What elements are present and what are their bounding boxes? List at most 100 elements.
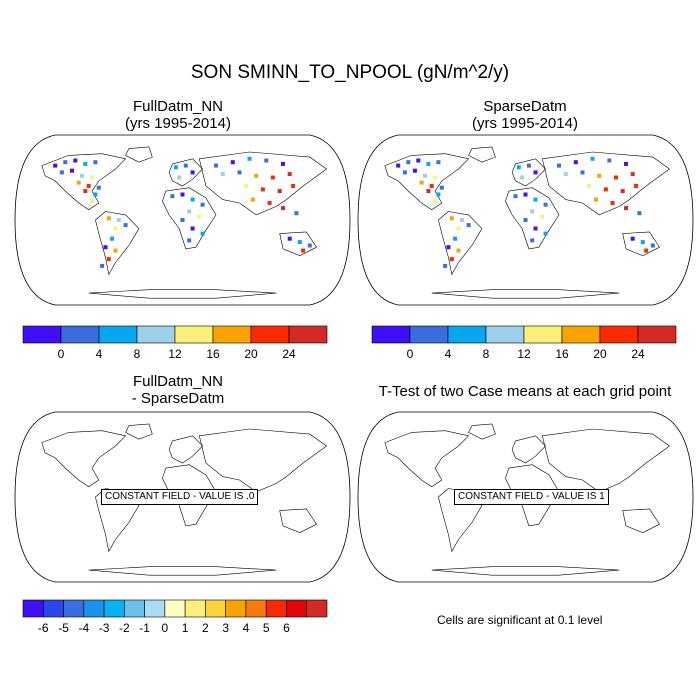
colorbar-swatch xyxy=(265,599,287,618)
colorbar-tick-label: 12 xyxy=(517,347,531,361)
colorbar-swatch xyxy=(144,599,166,618)
colorbar-swatch xyxy=(371,325,411,344)
grid-cell xyxy=(416,158,421,163)
coastline xyxy=(505,464,560,527)
grid-cell xyxy=(426,161,431,166)
grid-cell xyxy=(557,163,561,168)
colorbar-tick-label: -4 xyxy=(78,621,90,635)
grid-cell xyxy=(630,172,635,177)
grid-cell xyxy=(624,206,628,211)
grid-cell xyxy=(526,163,531,168)
panel-2-title-line2: (yrs 1995-2014) xyxy=(472,115,578,132)
coastline xyxy=(162,464,217,527)
colorbar-tick-label: 2 xyxy=(202,621,209,635)
coastline xyxy=(41,430,127,488)
grid-cell xyxy=(396,163,401,168)
colorbar-tick-label: -3 xyxy=(98,621,110,635)
grid-cell xyxy=(281,161,285,166)
constant-field-label-ttest: CONSTANT FIELD - VALUE IS 1 xyxy=(454,489,609,505)
grid-cell xyxy=(70,168,74,173)
grid-cell xyxy=(593,197,598,202)
grid-cell xyxy=(187,238,192,243)
grid-cell xyxy=(449,257,454,262)
grid-cell xyxy=(230,160,235,165)
grid-cell xyxy=(297,240,302,245)
grid-cell xyxy=(113,226,118,231)
panel-2-title-line1: SparseDatm xyxy=(483,98,567,115)
grid-cell xyxy=(533,170,538,175)
coastline xyxy=(88,289,277,299)
panel-3-title-line1: FullDatm_NN xyxy=(132,373,223,390)
coastline xyxy=(88,566,277,576)
grid-cell xyxy=(250,197,255,202)
colorbar-fulldatm xyxy=(22,325,328,344)
grid-cell xyxy=(533,226,538,231)
colorbar-tick-label: -5 xyxy=(58,621,69,635)
grid-cell xyxy=(587,184,592,188)
colorbar-tick-label: 6 xyxy=(283,621,290,635)
grid-cell xyxy=(76,180,81,185)
panel-4-title: T-Test of two Case means at each grid po… xyxy=(355,383,695,400)
colorbar-swatch xyxy=(245,599,267,618)
colorbar-tick-label: 5 xyxy=(262,621,270,635)
colorbar-tick-label: 0 xyxy=(406,347,414,361)
coastline xyxy=(125,146,153,163)
colorbar-sparsedatm xyxy=(371,325,677,344)
grid-cell xyxy=(73,158,78,163)
grid-cell xyxy=(173,165,178,170)
coastline xyxy=(168,435,204,464)
colorbar-tick-label: 20 xyxy=(593,347,607,361)
colorbar-tick-label: 0 xyxy=(161,621,169,635)
grid-cell xyxy=(86,184,91,188)
grid-cell xyxy=(614,175,618,180)
coastline xyxy=(622,508,660,534)
colorbar-swatch xyxy=(523,325,563,344)
coastline xyxy=(505,187,560,250)
colorbar-swatch xyxy=(637,325,677,344)
colorbar-swatch xyxy=(22,325,62,344)
coastline xyxy=(168,158,204,187)
grid-cell xyxy=(200,231,205,236)
grid-cell xyxy=(533,197,538,202)
colorbar-swatch xyxy=(306,599,328,618)
grid-cell xyxy=(83,161,88,166)
grid-cell xyxy=(200,202,205,207)
grid-cell xyxy=(103,245,108,250)
coastline xyxy=(162,187,217,250)
colorbar-tick-label: 16 xyxy=(206,347,220,361)
colorbar-tick-label: 0 xyxy=(57,347,65,361)
constant-field-label-diff: CONSTANT FIELD - VALUE IS .0 xyxy=(101,489,259,505)
colorbar-swatch xyxy=(174,325,214,344)
colorbar-swatch xyxy=(286,599,308,618)
colorbar-swatch xyxy=(288,325,328,344)
grid-cell xyxy=(543,202,548,207)
grid-cell xyxy=(83,189,88,194)
grid-cell xyxy=(270,175,275,180)
colorbar-tick-label: 16 xyxy=(555,347,569,361)
grid-cell xyxy=(530,238,535,243)
colorbar-swatch xyxy=(22,599,44,618)
grid-cell xyxy=(237,170,242,175)
grid-cell xyxy=(590,156,595,161)
grid-cell xyxy=(197,214,202,219)
colorbar-tick-label: -2 xyxy=(118,621,130,635)
grid-cell xyxy=(93,192,98,197)
coastline xyxy=(384,430,470,488)
grid-cell xyxy=(640,240,645,245)
colorbar-tick-label: -6 xyxy=(37,621,49,635)
grid-cell xyxy=(446,245,451,250)
grid-cell xyxy=(402,170,407,175)
grid-cell xyxy=(244,184,249,188)
colorbar-tick-label: 4 xyxy=(95,347,103,361)
grid-cell xyxy=(516,165,521,170)
grid-cell xyxy=(456,226,461,231)
colorbar-tick-label: 8 xyxy=(482,347,490,361)
grid-cell xyxy=(93,160,98,165)
coastline xyxy=(198,151,328,216)
grid-cell xyxy=(106,257,111,262)
coastline xyxy=(431,289,620,299)
grid-cell xyxy=(563,172,568,177)
colorbar-swatch xyxy=(103,599,125,618)
